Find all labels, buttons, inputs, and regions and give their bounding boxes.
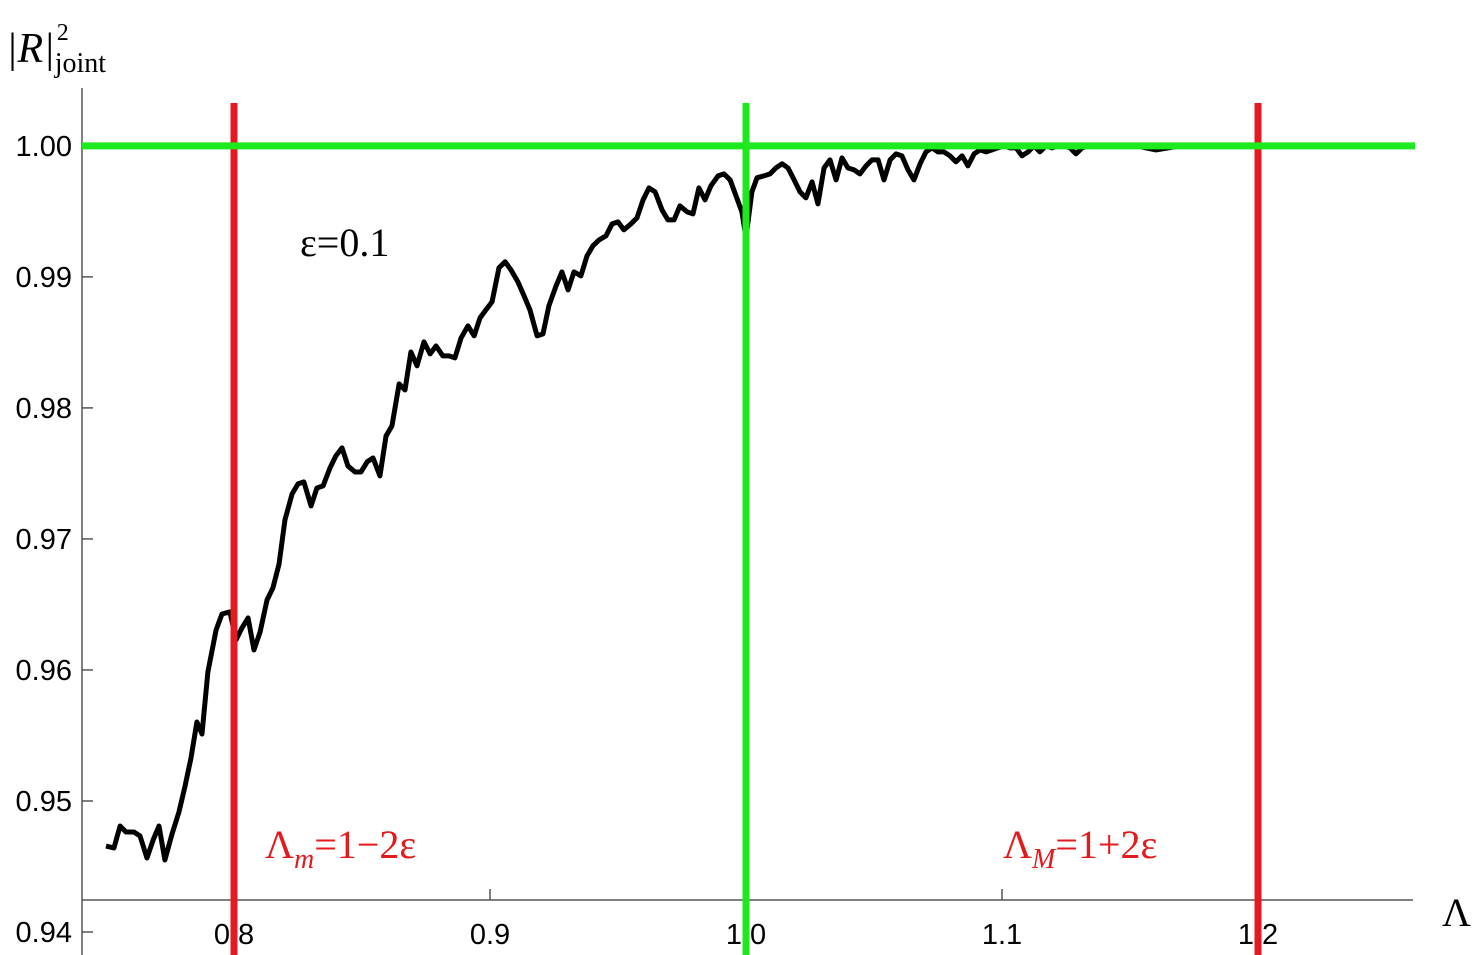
y-label-base: |R|: [6, 26, 55, 72]
annotation-text: =1+2ε: [1055, 822, 1157, 867]
annotation-sub: M: [1031, 844, 1057, 875]
y-tick-label: 0.96: [16, 655, 72, 687]
annotation: ε=0.1: [300, 220, 389, 265]
annotation-text: =1−2ε: [314, 822, 416, 867]
y-label-sup: 2: [57, 20, 69, 46]
annotation-sub: m: [294, 844, 314, 875]
y-tick-label: 0.98: [16, 393, 72, 425]
x-tick-label: 0.9: [470, 919, 510, 951]
annotation-text: ε=0.1: [300, 220, 389, 265]
data-line: [105, 143, 1389, 863]
x-axis-label: Λ: [1442, 890, 1471, 935]
annotation-base: Λ: [265, 822, 294, 867]
annotation: ΛM=1+2ε: [1003, 822, 1157, 875]
y-label-sub: joint: [54, 48, 107, 79]
annotation-base: Λ: [1003, 822, 1032, 867]
y-tick-label: 0.95: [16, 786, 72, 818]
y-tick-label: 1.00: [16, 131, 72, 163]
x-tick-label: 1.1: [982, 919, 1022, 951]
annotation: Λm=1−2ε: [265, 822, 416, 875]
y-tick-label: 0.94: [16, 917, 72, 949]
y-axis-label: |R|2 joint: [6, 20, 106, 79]
y-tick-label: 0.99: [16, 262, 72, 294]
y-tick-label: 0.97: [16, 524, 72, 556]
